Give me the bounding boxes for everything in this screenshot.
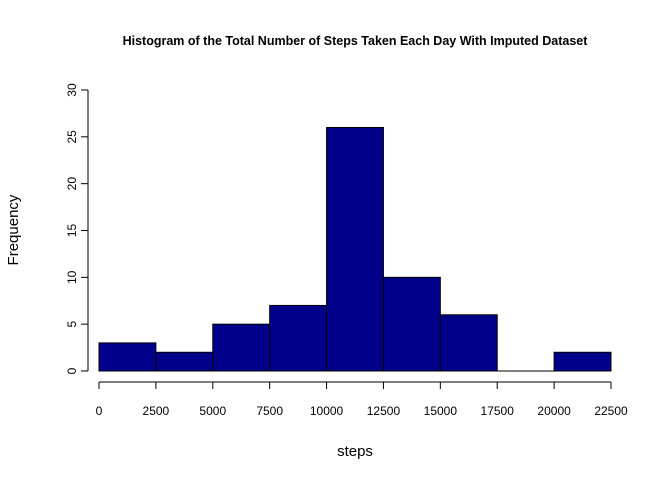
histogram-bar	[212, 323, 271, 372]
histogram-bar	[98, 342, 157, 372]
x-tick-label: 15000	[424, 404, 458, 418]
x-tick-label: 22500	[594, 404, 628, 418]
histogram-bar	[326, 126, 384, 372]
y-tick-label: 30	[65, 83, 79, 97]
x-tick-label: 2500	[143, 404, 170, 418]
bars-group	[98, 126, 612, 372]
histogram-bar	[155, 351, 214, 372]
x-tick-label: 20000	[537, 404, 571, 418]
x-tick-label: 17500	[481, 404, 515, 418]
y-tick-label: 20	[65, 177, 79, 191]
histogram-bar	[439, 314, 498, 372]
y-tick-label: 5	[65, 321, 79, 328]
x-tick-label: 0	[96, 404, 103, 418]
x-tick-label: 10000	[310, 404, 344, 418]
y-tick-label: 15	[65, 224, 79, 238]
x-tick-label: 5000	[199, 404, 226, 418]
histogram-bar	[382, 276, 441, 372]
histogram-bar	[553, 351, 612, 372]
x-tick-label: 12500	[367, 404, 401, 418]
y-axis-label: Frequency	[5, 194, 22, 265]
histogram-bar	[269, 304, 328, 372]
y-tick-label: 10	[65, 270, 79, 284]
x-axis-label: steps	[337, 443, 373, 460]
x-axis: 0 2500 5000 7500 10000 12500 15000 17500 20000 22…	[96, 381, 628, 418]
chart-title: Histogram of the Total Number of Steps T…	[123, 34, 589, 48]
x-tick-label: 7500	[256, 404, 283, 418]
y-tick-label: 0	[65, 367, 79, 374]
y-tick-label: 25	[65, 130, 79, 144]
y-axis: 0 5 10 15 20 25 30	[65, 83, 89, 374]
